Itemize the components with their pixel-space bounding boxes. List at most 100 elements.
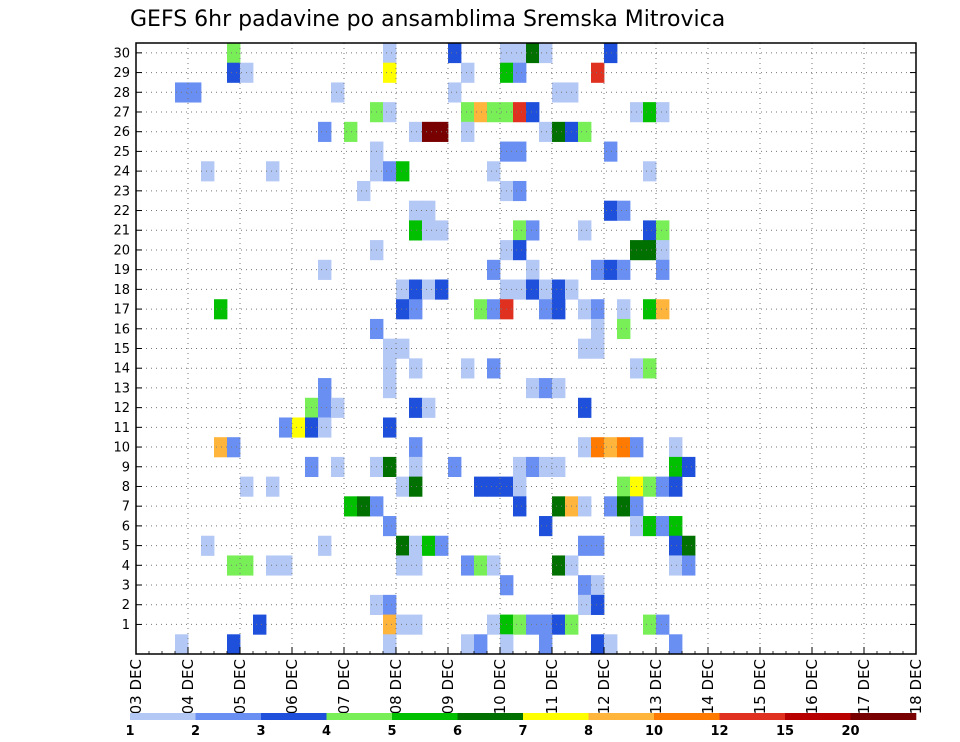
heatmap-cell [656,516,669,536]
heatmap-cell [201,161,214,181]
heatmap-cell [331,398,344,418]
heatmap-cell [487,477,500,497]
x-tick-label: 12 DEC [595,659,613,714]
heatmap-cell [552,496,565,516]
heatmap-cell [383,457,396,477]
heatmap-cell [461,358,474,378]
y-tick-label: 18 [113,283,130,298]
heatmap-cell [487,102,500,122]
heatmap-cell [552,615,565,635]
heatmap-cell [578,536,591,556]
heatmap-cell [422,398,435,418]
y-tick-label: 30 [113,46,130,61]
heatmap-cell [383,378,396,398]
x-tick-label: 13 DEC [647,659,665,714]
heatmap-cell [513,181,526,201]
heatmap-cell [552,299,565,319]
heatmap-cell [591,437,604,457]
heatmap-cell [227,63,240,83]
y-tick-label: 20 [113,243,130,258]
heatmap-cell [656,615,669,635]
heatmap-cell [292,417,305,437]
heatmap-cell [591,339,604,359]
heatmap-cell [422,280,435,300]
x-tick-label: 08 DEC [387,659,405,714]
heatmap-cell [526,378,539,398]
colorbar-swatch [458,713,524,720]
heatmap-cell [383,63,396,83]
colorbar-swatch [196,713,262,720]
y-tick-label: 14 [113,362,130,377]
y-tick-label: 3 [122,579,130,594]
heatmap-cell [643,161,656,181]
x-tick-label: 09 DEC [439,659,457,714]
y-tick-label: 27 [113,105,130,120]
x-axis-ticks: 03 DEC 04 DEC 05 DEC 06 DEC 07 DEC 08 DEC 09 D… [127,647,925,714]
heatmap-cell [578,575,591,595]
heatmap-cell [513,63,526,83]
heatmap-cell [201,536,214,556]
y-tick-label: 19 [113,263,130,278]
heatmap-cell [396,280,409,300]
heatmap-cell [383,615,396,635]
heatmap-cell [591,63,604,83]
heatmap-cell [448,82,461,102]
x-tick-label: 11 DEC [543,659,561,714]
heatmap-cell [526,457,539,477]
y-tick-label: 12 [113,401,130,416]
heatmap-cell [513,220,526,240]
heatmap-cell [526,43,539,63]
heatmap-cell [227,437,240,457]
heatmap-cell [617,319,630,339]
heatmap-cell [487,358,500,378]
heatmap-cell [227,555,240,575]
heatmap-cell [461,122,474,142]
heatmap-cell [487,615,500,635]
y-tick-label: 2 [122,598,130,613]
heatmap-cell [318,398,331,418]
heatmap-cell [188,82,201,102]
heatmap-cell [578,437,591,457]
colorbar-swatch [130,713,196,720]
colorbar-swatch [392,713,458,720]
heatmap-cell [513,477,526,497]
heatmap-cell [318,122,331,142]
heatmap-cell [669,634,682,654]
heatmap-cell [513,280,526,300]
y-tick-label: 15 [113,342,130,357]
heatmap-cell [396,339,409,359]
y-tick-label: 13 [113,381,130,396]
heatmap-cell [682,457,695,477]
heatmap-cell [682,536,695,556]
heatmap-cell [617,437,630,457]
x-tick-label: 14 DEC [699,659,717,714]
heatmap-cell [396,555,409,575]
heatmap-cell [591,595,604,615]
heatmap-cell [643,516,656,536]
heatmap-cell [526,280,539,300]
heatmap-cell [552,378,565,398]
heatmap-cell [422,122,435,142]
x-tick-label: 10 DEC [491,659,509,714]
colorbar-level-label: 4 [322,724,331,739]
heatmap-cell [578,122,591,142]
x-tick-label: 15 DEC [751,659,769,714]
heatmap-cell [318,378,331,398]
colorbar-swatch [851,713,917,720]
heatmap-cell [357,181,370,201]
heatmap-cell [422,536,435,556]
heatmap-cell [318,260,331,280]
heatmap-cell [526,615,539,635]
heatmap-cell [227,43,240,63]
heatmap-cell [578,220,591,240]
heatmap-cell [461,634,474,654]
heatmap-cell [513,457,526,477]
heatmap-cell [383,339,396,359]
heatmap-cell [643,240,656,260]
heatmap-cell [422,201,435,221]
heatmap-cell [591,536,604,556]
y-tick-label: 4 [122,559,130,574]
heatmap-cell [617,201,630,221]
heatmap-cell [175,634,188,654]
y-tick-label: 7 [122,500,130,515]
